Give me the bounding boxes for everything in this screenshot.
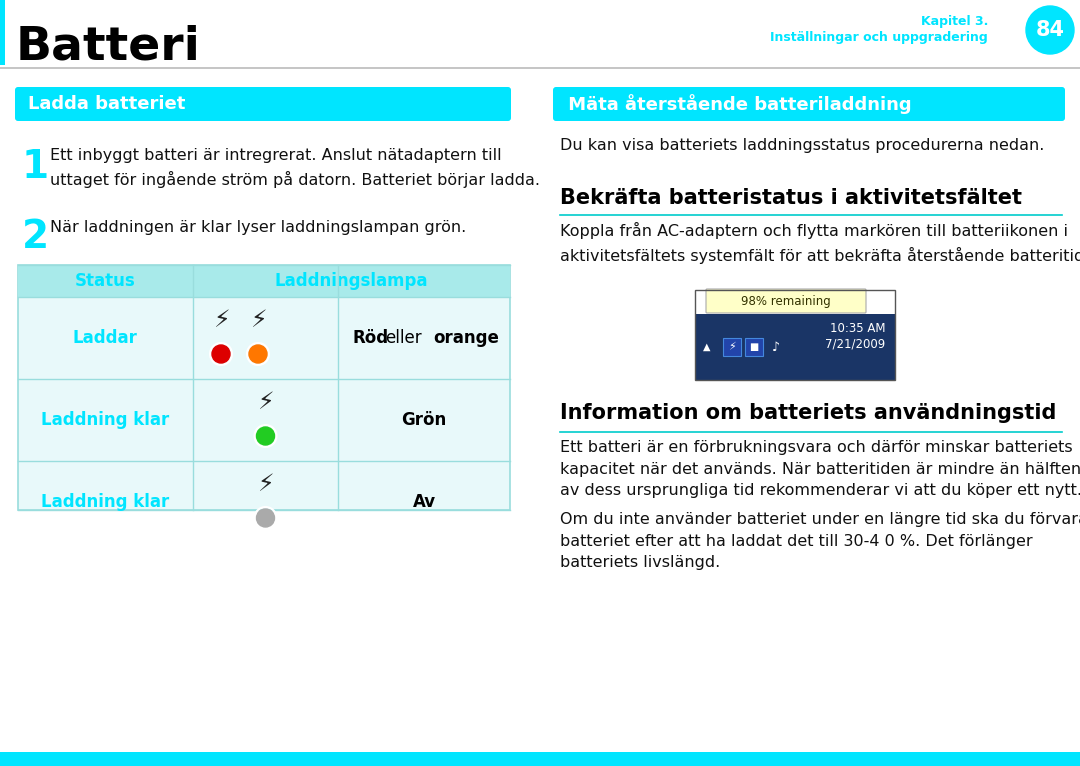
Text: ♪: ♪ [772, 341, 780, 353]
FancyBboxPatch shape [0, 752, 1080, 766]
Text: Laddningslampa: Laddningslampa [274, 272, 429, 290]
Text: Ett inbyggt batteri är intregrerat. Anslut nätadaptern till
uttaget för ingående: Ett inbyggt batteri är intregrerat. Ansl… [50, 148, 540, 188]
Text: eller: eller [384, 329, 421, 347]
Text: ⚡: ⚡ [213, 308, 229, 332]
Text: Laddar: Laddar [72, 329, 137, 347]
Text: Information om batteriets användningstid: Information om batteriets användningstid [561, 403, 1056, 423]
Text: Grön: Grön [402, 411, 447, 429]
Text: Batteri: Batteri [16, 25, 201, 70]
Text: ⚡: ⚡ [728, 342, 735, 352]
Circle shape [257, 509, 274, 527]
Text: Du kan visa batteriets laddningsstatus procedurerna nedan.: Du kan visa batteriets laddningsstatus p… [561, 138, 1044, 153]
Text: Laddning klar: Laddning klar [41, 411, 170, 429]
FancyBboxPatch shape [15, 87, 511, 121]
Text: Röd: Röd [353, 329, 389, 347]
FancyBboxPatch shape [553, 87, 1065, 121]
Text: Ladda batteriet: Ladda batteriet [28, 95, 186, 113]
Text: 1: 1 [22, 148, 49, 186]
FancyBboxPatch shape [696, 314, 895, 380]
Text: 84: 84 [1036, 20, 1065, 40]
Text: ⚡: ⚡ [249, 308, 267, 332]
Text: ▲: ▲ [703, 342, 711, 352]
Circle shape [257, 427, 274, 445]
Text: Mäta återstående batteriladdning: Mäta återstående batteriladdning [562, 94, 912, 114]
Text: 10:35 AM: 10:35 AM [829, 322, 885, 335]
Text: orange: orange [433, 329, 499, 347]
FancyBboxPatch shape [706, 289, 866, 313]
Text: ⚡: ⚡ [257, 472, 274, 496]
Text: ⚡: ⚡ [257, 390, 274, 414]
FancyBboxPatch shape [18, 265, 510, 297]
Text: ■: ■ [750, 342, 758, 352]
Text: Laddning klar: Laddning klar [41, 493, 170, 511]
Text: Bekräfta batteristatus i aktivitetsfältet: Bekräfta batteristatus i aktivitetsfälte… [561, 188, 1022, 208]
Circle shape [1026, 6, 1074, 54]
Text: Av: Av [413, 493, 435, 511]
Text: Inställningar och uppgradering: Inställningar och uppgradering [770, 31, 988, 44]
FancyBboxPatch shape [745, 338, 762, 356]
Text: 2: 2 [22, 218, 49, 256]
FancyBboxPatch shape [767, 338, 785, 356]
Text: Status: Status [75, 272, 135, 290]
Circle shape [212, 345, 230, 363]
Text: 7/21/2009: 7/21/2009 [825, 338, 885, 351]
FancyBboxPatch shape [0, 0, 5, 65]
Text: 98% remaining: 98% remaining [741, 294, 831, 307]
Text: Om du inte använder batteriet under en längre tid ska du förvara
batteriet efter: Om du inte använder batteriet under en l… [561, 512, 1080, 570]
Circle shape [249, 345, 267, 363]
Text: Ett batteri är en förbrukningsvara och därför minskar batteriets
kapacitet när d: Ett batteri är en förbrukningsvara och d… [561, 440, 1080, 498]
FancyBboxPatch shape [18, 265, 510, 510]
FancyBboxPatch shape [723, 338, 741, 356]
Text: Kapitel 3.: Kapitel 3. [920, 15, 988, 28]
Text: Koppla från AC-adaptern och flytta markören till batteriikonen i
aktivitetsfälte: Koppla från AC-adaptern och flytta markö… [561, 222, 1080, 264]
Text: När laddningen är klar lyser laddningslampan grön.: När laddningen är klar lyser laddningsla… [50, 220, 467, 235]
